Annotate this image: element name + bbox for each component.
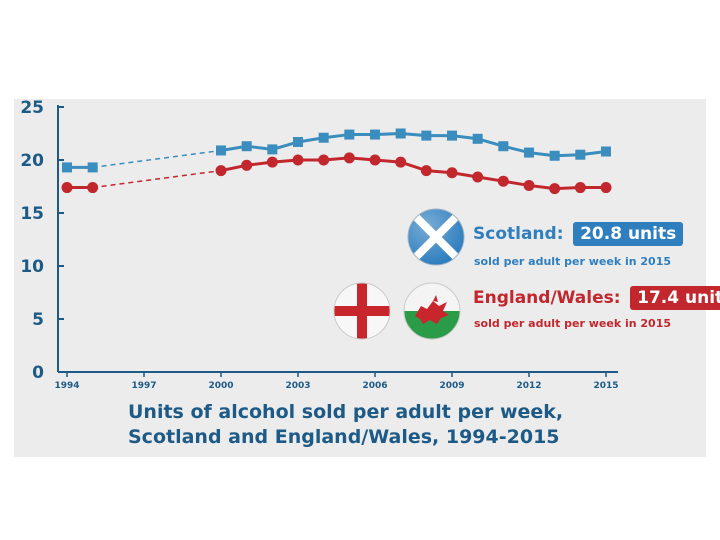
england-wales-data-point	[241, 159, 253, 171]
scotland-data-point	[267, 144, 278, 155]
scotland-data-point	[498, 141, 509, 152]
scotland-data-point	[293, 136, 303, 147]
scotland-data-point	[549, 150, 560, 161]
england-wales-data-point	[369, 154, 381, 166]
legend-england-wales: England/Wales: 17.4 units	[473, 286, 720, 310]
x-tick-label: 2012	[516, 381, 541, 391]
y-tick-label: 15	[20, 204, 44, 224]
england-wales-data-point	[87, 182, 99, 194]
x-tick-label: 2009	[439, 381, 464, 391]
england-flag-icon	[333, 282, 391, 340]
wales-flag-icon	[403, 282, 461, 340]
england-wales-data-point	[420, 165, 432, 177]
line-chart: 0 5 10 15 20 25 1994 1997 2000 2003 2006 2009 2012 20…	[20, 99, 618, 391]
legend-scotland-label: Scotland:	[473, 224, 564, 244]
legend-scotland: Scotland: 20.8 units	[473, 222, 684, 246]
scotland-data-point	[241, 141, 252, 152]
england-wales-data-point	[266, 156, 278, 168]
x-tick-label: 1997	[131, 381, 156, 391]
england-wales-data-point	[292, 154, 304, 166]
legend-england-wales-subtitle: sold per adult per week in 2015	[474, 317, 672, 330]
y-tick-label: 5	[32, 310, 44, 330]
scotland-data-point	[216, 145, 226, 156]
england-wales-data-point	[549, 183, 561, 195]
england-wales-data-point	[215, 165, 227, 177]
scotland-data-point	[421, 130, 432, 141]
scotland-data-point	[575, 149, 586, 160]
x-tick-label: 1994	[54, 381, 79, 391]
england-wales-data-point	[61, 182, 73, 194]
series-layer	[61, 128, 612, 195]
scotland-data-point	[472, 133, 483, 144]
scotland-data-point	[62, 162, 72, 173]
scotland-data-point	[395, 128, 406, 139]
x-tick-label: 2003	[285, 381, 310, 391]
england-wales-data-point	[497, 175, 509, 187]
legend-england-wales-value: 17.4 units	[630, 286, 720, 310]
scotland-data-point	[524, 147, 534, 158]
y-tick-label: 0	[32, 363, 44, 383]
x-tick-label: 2000	[208, 381, 233, 391]
chart-panel: 0 5 10 15 20 25 1994 1997 2000 2003 2006 2009 2012 20…	[14, 99, 720, 457]
legend-england-wales-label: England/Wales:	[473, 288, 621, 308]
x-tick-label: 2015	[593, 381, 618, 391]
x-tick-label: 2006	[362, 381, 387, 391]
england-wales-data-point	[318, 154, 330, 166]
england-wales-data-point	[523, 179, 535, 191]
scotland-data-point	[344, 129, 355, 140]
legend-scotland-value: 20.8 units	[573, 222, 684, 246]
england-wales-data-point	[446, 167, 458, 179]
scotland-data-point	[318, 132, 329, 143]
y-tick-label: 20	[20, 151, 44, 171]
england-wales-data-point	[574, 182, 586, 194]
chart-title-line-1: Units of alcohol sold per adult per week…	[128, 401, 564, 423]
england-wales-data-point	[343, 152, 355, 164]
scotland-data-point	[87, 162, 98, 173]
axes: 0 5 10 15 20 25 1994 1997 2000 2003 2006 2009 2012 20…	[20, 99, 618, 391]
scotland-data-point	[601, 146, 611, 157]
england-wales-data-point	[600, 182, 612, 194]
england-wales-data-point	[472, 171, 484, 183]
england-wales-data-point	[395, 156, 407, 168]
scotland-line-segment	[92, 149, 222, 169]
y-tick-label: 25	[20, 99, 44, 118]
scotland-flag-icon	[407, 208, 465, 266]
scotland-data-point	[370, 129, 380, 140]
chart-title-line-2: Scotland and England/Wales, 1994-2015	[128, 426, 560, 448]
england-wales-line-segment	[92, 169, 222, 189]
y-tick-label: 10	[20, 257, 44, 277]
scotland-data-point	[447, 130, 457, 141]
legend-scotland-subtitle: sold per adult per week in 2015	[474, 255, 672, 268]
